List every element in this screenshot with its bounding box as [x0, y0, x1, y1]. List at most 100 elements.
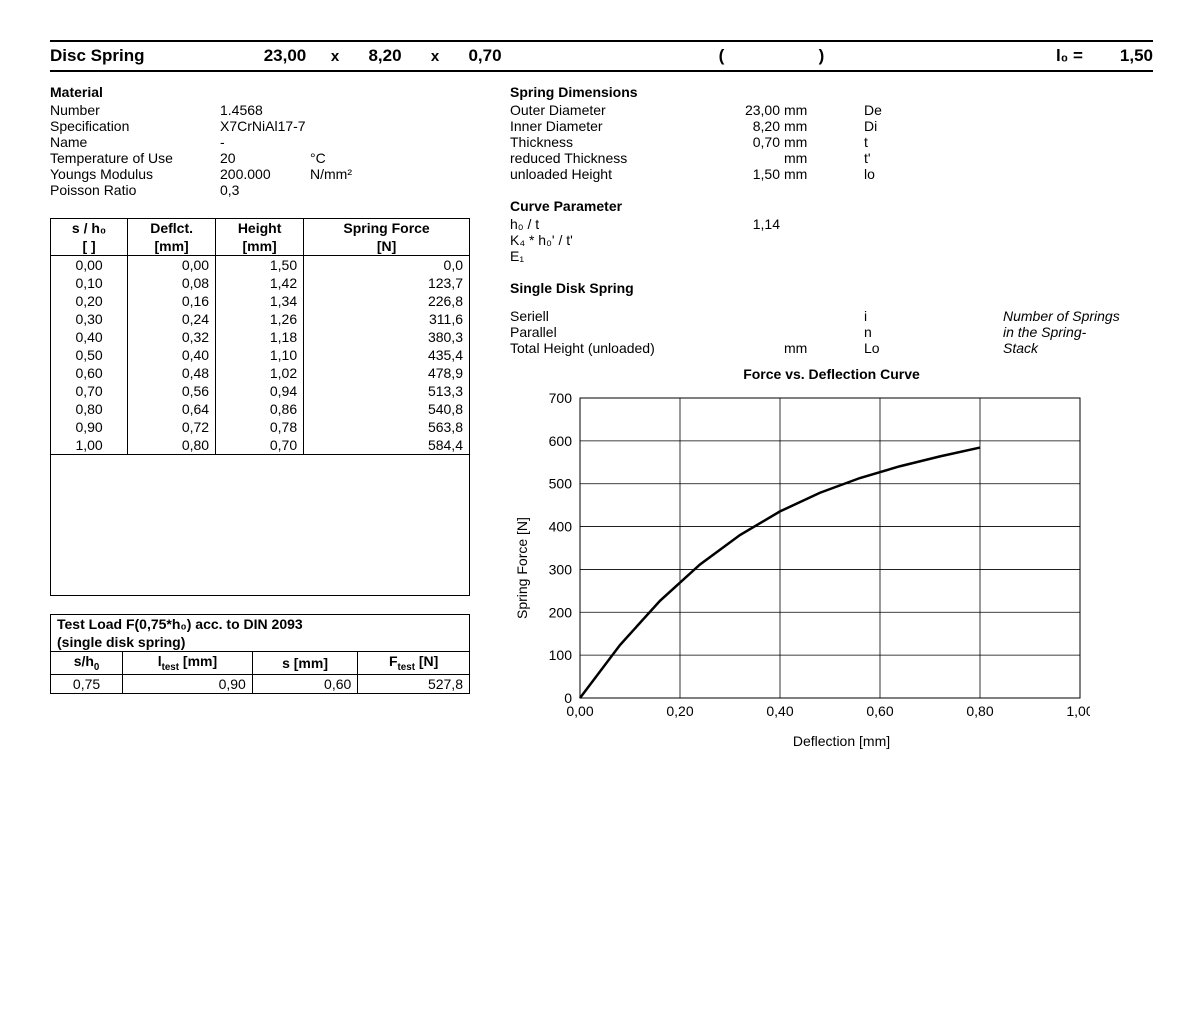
table-cell: 0,94: [216, 382, 304, 400]
table-row: 0,200,161,34226,8: [51, 292, 470, 310]
test-cell: 527,8: [358, 674, 470, 693]
material-row: SpecificationX7CrNiAl17-7: [50, 118, 470, 134]
right-column: Spring Dimensions Outer Diameter23,00mmD…: [510, 80, 1153, 749]
material-value: X7CrNiAl17-7: [220, 118, 310, 134]
blank-box: [50, 454, 470, 596]
material-key: Number: [50, 102, 220, 118]
table-cell: 1,34: [216, 292, 304, 310]
table-cell: 0,10: [51, 274, 128, 292]
table-unit: [ ]: [51, 237, 128, 256]
table-cell: 1,10: [216, 346, 304, 364]
table-cell: 513,3: [304, 382, 470, 400]
table-row: 0,400,321,18380,3: [51, 328, 470, 346]
table-cell: 0,48: [128, 364, 216, 382]
dim-thick: 0,70: [450, 46, 520, 66]
test-header: Ftest [N]: [358, 652, 470, 675]
spring-stack-note: Number of Springsin the Spring-Stack: [1003, 308, 1153, 356]
material-unit: N/mm²: [310, 166, 370, 182]
dim-unit: mm: [780, 102, 824, 118]
table-cell: 478,9: [304, 364, 470, 382]
dimension-row: Inner Diameter8,20mmDi: [510, 118, 1153, 134]
dim-unit: mm: [780, 166, 824, 182]
material-unit: [310, 118, 370, 134]
table-row: 0,100,081,42123,7: [51, 274, 470, 292]
test-caption2: (single disk spring): [51, 633, 470, 652]
dim-value: 1,50: [710, 166, 780, 182]
test-cell: 0,60: [252, 674, 357, 693]
header-bar: Disc Spring 23,00 x 8,20 x 0,70 ( ) l₀ =…: [50, 40, 1153, 72]
table-cell: 435,4: [304, 346, 470, 364]
paren-close: ): [802, 46, 842, 66]
table-cell: 0,78: [216, 418, 304, 436]
chart-ylabel: Spring Force [N]: [510, 388, 530, 749]
table-cell: 0,86: [216, 400, 304, 418]
table-cell: 0,72: [128, 418, 216, 436]
material-title: Material: [50, 84, 470, 100]
dim-key: Thickness: [510, 134, 710, 150]
test-cell: 0,90: [123, 674, 253, 693]
table-cell: 584,4: [304, 436, 470, 455]
chart-xtick: 0,60: [866, 703, 893, 719]
dim-symbol: t: [824, 134, 904, 150]
material-value: 200.000: [220, 166, 310, 182]
table-cell: 1,18: [216, 328, 304, 346]
curve-key: K₄ * h₀' / t': [510, 232, 710, 248]
table-cell: 0,64: [128, 400, 216, 418]
curve-value: [710, 232, 780, 248]
table-row: 1,000,800,70584,4: [51, 436, 470, 455]
lo-label: l₀ =: [1023, 46, 1083, 66]
test-header: s [mm]: [252, 652, 357, 675]
ss-key: Seriell: [510, 308, 710, 324]
dim-outer: 23,00: [250, 46, 320, 66]
table-row: 0,300,241,26311,6: [51, 310, 470, 328]
table-cell: 0,70: [216, 436, 304, 455]
table-cell: 0,40: [51, 328, 128, 346]
test-cell: 0,75: [51, 674, 123, 693]
test-header: ltest [mm]: [123, 652, 253, 675]
table-header: Spring Force: [304, 219, 470, 238]
table-header: s / h₀: [51, 219, 128, 238]
table-cell: 380,3: [304, 328, 470, 346]
ss-key: Parallel: [510, 324, 710, 340]
ss-symbol: i: [824, 308, 904, 324]
chart-ytick: 400: [549, 519, 573, 535]
material-unit: [310, 134, 370, 150]
material-key: Specification: [50, 118, 220, 134]
chart-ytick: 500: [549, 476, 573, 492]
table-cell: 1,26: [216, 310, 304, 328]
table-row: 0,600,481,02478,9: [51, 364, 470, 382]
ss-symbol: Lo: [824, 340, 904, 356]
chart-ytick: 0: [564, 690, 572, 706]
curve-param-title: Curve Parameter: [510, 198, 1153, 214]
dim-inner: 8,20: [350, 46, 420, 66]
table-cell: 123,7: [304, 274, 470, 292]
dim-key: reduced Thickness: [510, 150, 710, 166]
table-cell: 0,08: [128, 274, 216, 292]
dimension-row: unloaded Height1,50mmlo: [510, 166, 1153, 182]
table-unit: [N]: [304, 237, 470, 256]
material-row: Poisson Ratio0,3: [50, 182, 470, 198]
material-unit: [310, 182, 370, 198]
material-value: 0,3: [220, 182, 310, 198]
ss-unit: mm: [780, 340, 824, 356]
table-unit: [mm]: [216, 237, 304, 256]
table-cell: 540,8: [304, 400, 470, 418]
test-row: 0,750,900,60527,8: [51, 674, 470, 693]
table-cell: 0,16: [128, 292, 216, 310]
test-load-table: Test Load F(0,75*h₀) acc. to DIN 2093(si…: [50, 614, 470, 694]
table-row: 0,500,401,10435,4: [51, 346, 470, 364]
dim-key: Outer Diameter: [510, 102, 710, 118]
ss-symbol: n: [824, 324, 904, 340]
ss-unit: [780, 324, 824, 340]
table-cell: 563,8: [304, 418, 470, 436]
table-header: Height: [216, 219, 304, 238]
table-cell: 0,24: [128, 310, 216, 328]
table-cell: 0,30: [51, 310, 128, 328]
table-cell: 226,8: [304, 292, 470, 310]
material-key: Poisson Ratio: [50, 182, 220, 198]
sep-x1: x: [320, 48, 350, 65]
curve-param-row: h₀ / t1,14: [510, 216, 1153, 232]
curve-key: E₁: [510, 248, 710, 264]
sep-x2: x: [420, 48, 450, 65]
chart-title: Force vs. Deflection Curve: [510, 366, 1153, 382]
